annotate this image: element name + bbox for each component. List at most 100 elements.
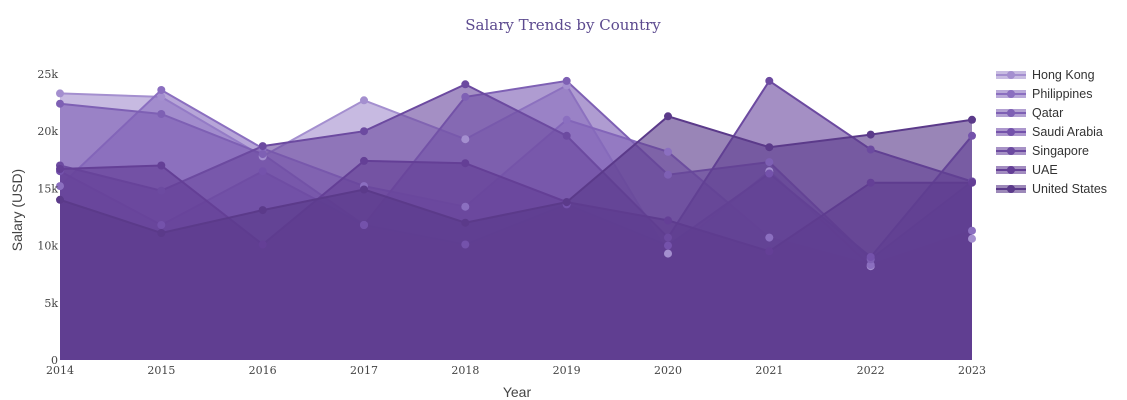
y-tick-15k: 15k	[37, 182, 58, 195]
point-uae-2021[interactable]	[765, 247, 774, 256]
legend-label: Hong Kong	[1032, 68, 1095, 82]
x-tick-2021: 2021	[755, 364, 783, 377]
point-hong-kong-2014[interactable]	[56, 89, 64, 98]
point-philippines-2023[interactable]	[968, 226, 976, 235]
area-united-states	[60, 116, 972, 360]
point-saudi-arabia-2022[interactable]	[866, 253, 875, 261]
legend-item-singapore[interactable]: Singapore	[996, 144, 1089, 158]
x-axis-ticks: 2014 2015 2016 2017 2018 2019 2020 2021 2022 2023	[46, 364, 986, 377]
point-singapore-2019[interactable]	[562, 131, 571, 140]
point-hong-kong-2017[interactable]	[360, 96, 368, 105]
point-qatar-2016[interactable]	[258, 150, 267, 159]
legend-label: Saudi Arabia	[1032, 125, 1103, 139]
x-tick-2022: 2022	[857, 364, 885, 377]
point-uae-2022[interactable]	[866, 178, 875, 187]
legend-item-qatar[interactable]: Qatar	[996, 106, 1063, 120]
point-united-states-2016[interactable]	[258, 206, 267, 215]
legend-marker	[1007, 109, 1015, 117]
legend-label: Singapore	[1032, 144, 1089, 158]
point-qatar-2021[interactable]	[765, 158, 774, 167]
point-hong-kong-2020[interactable]	[664, 249, 672, 258]
legend-label: UAE	[1032, 163, 1058, 177]
x-tick-2020: 2020	[654, 364, 682, 377]
point-philippines-2020[interactable]	[664, 147, 672, 156]
point-united-states-2023[interactable]	[968, 115, 976, 124]
y-axis-title: Salary (USD)	[9, 169, 25, 251]
line-united-states	[59, 115, 973, 235]
point-qatar-2014[interactable]	[56, 99, 64, 108]
x-tick-2016: 2016	[249, 364, 277, 377]
point-qatar-2019[interactable]	[562, 76, 571, 85]
point-singapore-2021[interactable]	[765, 76, 774, 85]
point-uae-2018[interactable]	[461, 159, 470, 168]
legend-marker	[1007, 185, 1015, 193]
point-uae-2023[interactable]	[968, 178, 976, 187]
point-saudi-arabia-2016[interactable]	[258, 167, 267, 176]
legend-marker	[1007, 71, 1015, 79]
legend-item-hong-kong[interactable]: Hong Kong	[996, 68, 1095, 82]
legend-item-uae[interactable]: UAE	[996, 163, 1058, 177]
point-saudi-arabia-2023[interactable]	[968, 131, 976, 140]
x-tick-2018: 2018	[451, 364, 479, 377]
x-tick-2023: 2023	[958, 364, 986, 377]
point-singapore-2018[interactable]	[461, 80, 470, 89]
legend-label: United States	[1032, 182, 1107, 196]
chart-title: Salary Trends by Country	[465, 16, 661, 34]
legend-marker	[1007, 128, 1015, 136]
point-hong-kong-2015[interactable]	[157, 92, 166, 101]
point-united-states-2022[interactable]	[866, 130, 875, 139]
y-tick-25k: 25k	[37, 68, 58, 81]
legend[interactable]: Hong Kong Philippines Qatar Saudi Arabia Sin…	[996, 68, 1107, 196]
point-uae-2016[interactable]	[258, 240, 267, 249]
y-tick-0: 0	[51, 354, 58, 367]
point-uae-2017[interactable]	[360, 156, 368, 165]
point-united-states-2019[interactable]	[562, 198, 571, 207]
point-qatar-2018[interactable]	[461, 92, 470, 101]
y-axis-ticks: 0 5k 10k 15k 20k 25k	[37, 68, 58, 367]
x-tick-2014: 2014	[46, 364, 74, 377]
point-philippines-2019[interactable]	[562, 115, 571, 124]
point-philippines-2015[interactable]	[157, 86, 166, 94]
point-uae-2014[interactable]	[56, 165, 64, 173]
point-saudi-arabia-2020[interactable]	[664, 241, 672, 250]
point-singapore-2015[interactable]	[157, 186, 166, 195]
legend-item-saudi-arabia[interactable]: Saudi Arabia	[996, 125, 1103, 139]
point-philippines-2022[interactable]	[866, 261, 875, 269]
point-hong-kong-2018[interactable]	[461, 135, 470, 144]
point-saudi-arabia-2015[interactable]	[157, 221, 166, 229]
point-saudi-arabia-2017[interactable]	[360, 221, 368, 229]
point-qatar-2015[interactable]	[157, 110, 166, 118]
legend-marker	[1007, 166, 1015, 174]
point-united-states-2014[interactable]	[56, 195, 64, 204]
point-singapore-2016[interactable]	[258, 142, 267, 151]
point-qatar-2020[interactable]	[664, 170, 672, 179]
point-united-states-2018[interactable]	[461, 218, 470, 227]
point-philippines-2021[interactable]	[765, 233, 774, 242]
line-singapore	[59, 79, 973, 240]
point-philippines-2018[interactable]	[461, 202, 470, 211]
point-saudi-arabia-2018[interactable]	[461, 240, 470, 249]
point-singapore-2020[interactable]	[664, 233, 672, 242]
legend-marker	[1007, 90, 1015, 98]
series-areas	[59, 79, 973, 361]
point-singapore-2022[interactable]	[866, 145, 875, 154]
y-tick-10k: 10k	[37, 240, 58, 253]
legend-label: Philippines	[1032, 87, 1092, 101]
point-hong-kong-2023[interactable]	[968, 234, 976, 243]
legend-item-philippines[interactable]: Philippines	[996, 87, 1092, 101]
point-uae-2015[interactable]	[157, 161, 166, 170]
x-tick-2015: 2015	[147, 364, 175, 377]
series-points	[56, 76, 976, 271]
x-tick-2019: 2019	[553, 364, 581, 377]
point-united-states-2017[interactable]	[360, 185, 368, 194]
point-united-states-2021[interactable]	[765, 143, 774, 152]
point-uae-2020[interactable]	[664, 216, 672, 225]
legend-label: Qatar	[1032, 106, 1063, 120]
point-philippines-2014[interactable]	[56, 182, 64, 191]
point-saudi-arabia-2021[interactable]	[765, 169, 774, 178]
point-singapore-2017[interactable]	[360, 127, 368, 136]
legend-item-united-states[interactable]: United States	[996, 182, 1107, 196]
point-united-states-2015[interactable]	[157, 229, 166, 237]
point-united-states-2020[interactable]	[664, 112, 672, 121]
